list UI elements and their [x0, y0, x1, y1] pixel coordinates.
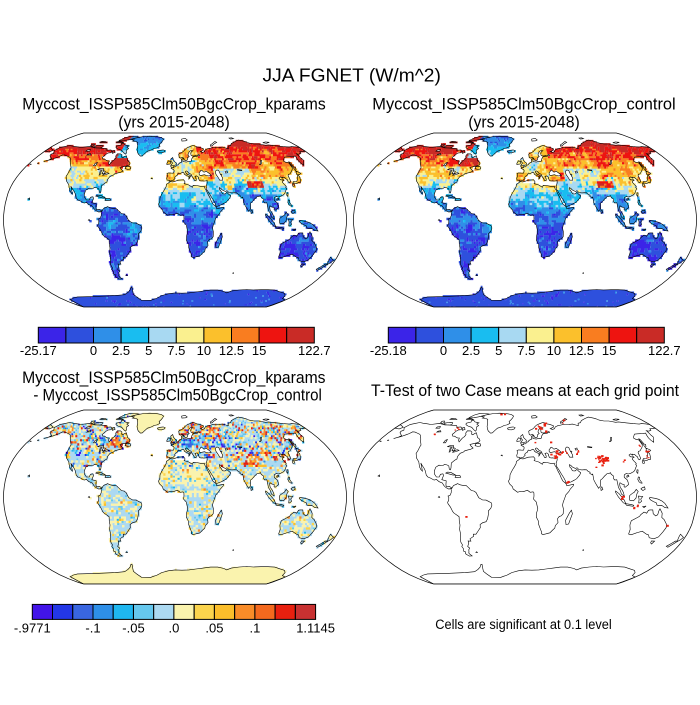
svg-text:5: 5	[495, 343, 502, 358]
svg-text:Myccost_ISSP585Clm50BgcCrop_kp: Myccost_ISSP585Clm50BgcCrop_kparams	[22, 369, 325, 387]
svg-text:122.7: 122.7	[648, 343, 681, 358]
svg-text:0: 0	[90, 343, 97, 358]
svg-text:10: 10	[547, 343, 561, 358]
svg-text:- Myccost_ISSP585Clm50BgcCrop_: - Myccost_ISSP585Clm50BgcCrop_control	[33, 387, 322, 405]
svg-text:0: 0	[440, 343, 447, 358]
svg-text:-.9771: -.9771	[14, 620, 51, 635]
svg-text:.1: .1	[249, 620, 260, 635]
svg-text:10: 10	[197, 343, 211, 358]
svg-text:T-Test of two Case means at ea: T-Test of two Case means at each grid po…	[371, 382, 679, 400]
svg-text:(yrs 2015-2048): (yrs 2015-2048)	[468, 114, 580, 132]
svg-text:15: 15	[602, 343, 616, 358]
svg-text:Myccost_ISSP585Clm50BgcCrop_kp: Myccost_ISSP585Clm50BgcCrop_kparams	[22, 96, 325, 114]
svg-text:2.5: 2.5	[462, 343, 480, 358]
svg-text:2.5: 2.5	[112, 343, 130, 358]
svg-text:JJA FGNET (W/m^2): JJA FGNET (W/m^2)	[263, 65, 441, 86]
svg-text:-25.18: -25.18	[370, 343, 407, 358]
svg-text:1.1145: 1.1145	[296, 620, 335, 635]
svg-text:(yrs 2015-2048): (yrs 2015-2048)	[118, 114, 230, 132]
svg-text:-25.17: -25.17	[20, 343, 57, 358]
svg-text:122.7: 122.7	[298, 343, 331, 358]
svg-text:Cells are significant at 0.1 l: Cells are significant at 0.1 level	[435, 617, 612, 632]
svg-text:15: 15	[252, 343, 266, 358]
svg-text:.0: .0	[168, 620, 179, 635]
svg-text:5: 5	[145, 343, 152, 358]
svg-text:7.5: 7.5	[167, 343, 185, 358]
svg-text:.05: .05	[205, 620, 223, 635]
svg-text:Myccost_ISSP585Clm50BgcCrop_co: Myccost_ISSP585Clm50BgcCrop_control	[372, 96, 675, 114]
svg-text:12.5: 12.5	[219, 343, 244, 358]
svg-text:7.5: 7.5	[517, 343, 535, 358]
svg-text:-.05: -.05	[122, 620, 144, 635]
svg-text:12.5: 12.5	[569, 343, 594, 358]
svg-text:-.1: -.1	[85, 620, 100, 635]
